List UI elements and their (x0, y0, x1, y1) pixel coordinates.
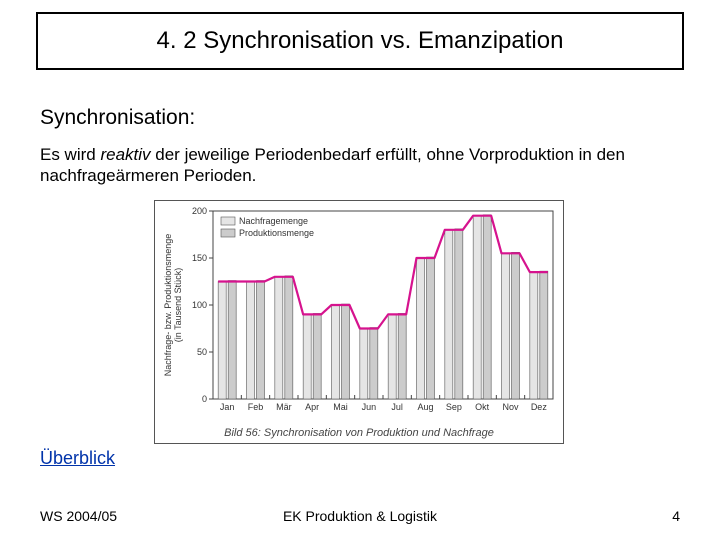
svg-text:100: 100 (192, 300, 207, 310)
chart-svg: 0 50 100 150 200 Nachfrage- bzw. Produktionsm… (155, 201, 565, 423)
overview-link[interactable]: Überblick (40, 448, 115, 469)
desc-italic: reaktiv (100, 145, 150, 164)
svg-text:Jul: Jul (391, 402, 403, 412)
chart-caption: Bild 56: Synchronisation von Produktion … (155, 427, 563, 439)
svg-text:0: 0 (202, 394, 207, 404)
svg-text:Mär: Mär (276, 402, 292, 412)
desc-pre: Es wird (40, 145, 100, 164)
svg-text:Produktionsmenge: Produktionsmenge (239, 228, 314, 238)
subheading: Synchronisation: (40, 106, 195, 130)
svg-text:200: 200 (192, 206, 207, 216)
svg-text:Okt: Okt (475, 402, 490, 412)
slide-title: 4. 2 Synchronisation vs. Emanzipation (157, 27, 564, 55)
svg-text:Aug: Aug (417, 402, 433, 412)
svg-text:Jun: Jun (362, 402, 377, 412)
svg-text:Jan: Jan (220, 402, 235, 412)
footer-center: EK Produktion & Logistik (0, 508, 720, 524)
svg-text:Nachfragemenge: Nachfragemenge (239, 216, 308, 226)
svg-text:50: 50 (197, 347, 207, 357)
footer-right: 4 (672, 508, 680, 524)
svg-text:Sep: Sep (446, 402, 462, 412)
svg-text:Nov: Nov (502, 402, 519, 412)
svg-text:Dez: Dez (531, 402, 548, 412)
description: Es wird reaktiv der jeweilige Periodenbe… (40, 144, 680, 187)
svg-text:Apr: Apr (305, 402, 319, 412)
title-box: 4. 2 Synchronisation vs. Emanzipation (36, 12, 684, 70)
chart-container: 0 50 100 150 200 Nachfrage- bzw. Produktionsm… (154, 200, 564, 444)
svg-text:Feb: Feb (248, 402, 264, 412)
svg-text:Mai: Mai (333, 402, 348, 412)
svg-text:150: 150 (192, 253, 207, 263)
svg-text:Nachfrage- bzw. Produktionsmen: Nachfrage- bzw. Produktionsmenge(in Taus… (163, 234, 183, 377)
